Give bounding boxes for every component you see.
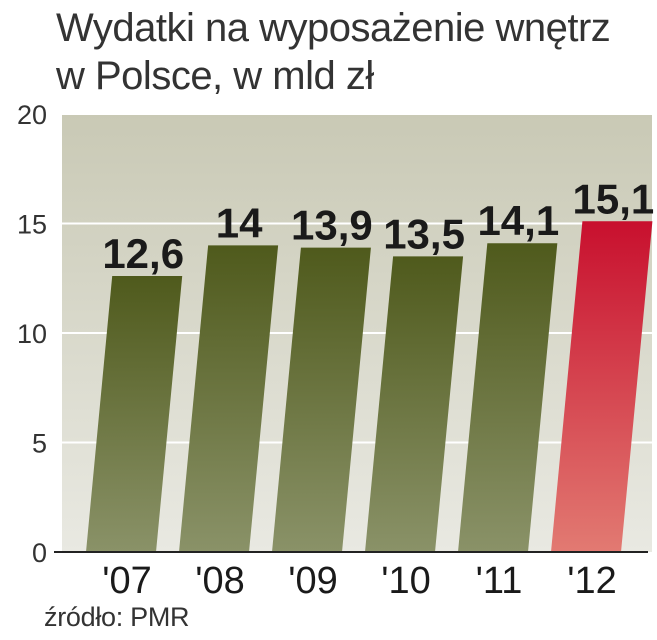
x-tick-label: '12: [567, 560, 617, 600]
x-tick-label: '08: [195, 560, 245, 600]
y-tick-label: 10: [17, 319, 47, 349]
bar: [551, 221, 653, 552]
data-label: 15,1: [573, 175, 655, 222]
x-tick-label: '09: [288, 560, 338, 600]
source-note: źródło: PMR: [44, 602, 190, 632]
data-labels: 12,6 14 13,9 13,5 14,1 15,1: [102, 175, 654, 277]
bars: [86, 221, 653, 552]
data-label: 12,6: [102, 230, 184, 277]
bar: [179, 245, 279, 552]
data-label: 14,1: [477, 197, 559, 244]
data-label: 13,9: [291, 202, 373, 249]
chart-title: Wydatki na wyposażenie wnętrz w Polsce, …: [56, 4, 646, 100]
bar-chart: 0 5 10 15 20 '07 '08 '09 '10 '11 '12 12,6 14 13,9 13…: [17, 100, 654, 600]
bar: [458, 243, 558, 552]
x-tick-label: '10: [381, 560, 431, 600]
x-tick-label: '11: [476, 560, 523, 600]
y-tick-label: 20: [17, 100, 47, 130]
bar: [365, 256, 464, 552]
y-tick-label: 15: [17, 210, 47, 240]
x-axis-labels: '07 '08 '09 '10 '11 '12: [102, 560, 617, 600]
title-line-2: w Polsce, w mld zł: [56, 54, 374, 98]
x-tick-label: '07: [102, 560, 152, 600]
bar: [272, 247, 371, 552]
data-label: 14: [216, 199, 263, 246]
y-axis-labels: 0 5 10 15 20: [17, 100, 47, 568]
title-line-1: Wydatki na wyposażenie wnętrz: [56, 6, 611, 50]
y-tick-label: 5: [32, 429, 47, 459]
bar: [86, 276, 183, 552]
y-tick-label: 0: [32, 538, 47, 568]
data-label: 13,5: [383, 210, 465, 257]
